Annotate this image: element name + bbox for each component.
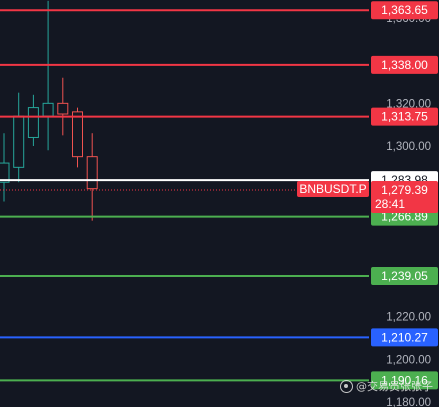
y-tick-label: 1,320.00 xyxy=(386,98,431,110)
level-label: 1,210.27 xyxy=(381,330,428,344)
level-label: 1,338.00 xyxy=(381,58,428,72)
level-label-bg xyxy=(371,107,438,126)
level-label-bg xyxy=(371,371,438,390)
level-label: 1,363.65 xyxy=(381,3,428,17)
current-price-label: 1,279.39 xyxy=(381,183,428,197)
y-tick-label: 1,300.00 xyxy=(386,141,431,153)
level-label: 1,266.89 xyxy=(381,210,428,224)
level-label-bg xyxy=(371,1,438,20)
level-label: 1,313.75 xyxy=(381,110,428,124)
level-label-bg xyxy=(371,328,438,347)
countdown-label: 28:41 xyxy=(375,197,405,211)
candle-body xyxy=(0,162,10,183)
candle-body xyxy=(27,107,39,138)
current-price-label-bg xyxy=(371,180,438,213)
candle-body xyxy=(42,102,54,117)
watermark-text: @交易员张张子 xyxy=(356,380,433,393)
level-label-bg xyxy=(371,55,438,74)
y-tick-label: 1,200.00 xyxy=(386,354,431,366)
level-label-bg xyxy=(371,267,438,286)
candle-body xyxy=(86,156,98,190)
symbol-tag: BNBUSDT.P xyxy=(299,182,366,196)
symbol-tag-bg xyxy=(297,180,369,197)
candle-body xyxy=(72,111,83,158)
candle-body xyxy=(57,102,69,115)
level-label: 1,190.16 xyxy=(381,373,428,387)
level-label: 1,239.05 xyxy=(381,269,428,283)
y-tick-label: 1,220.00 xyxy=(386,312,431,324)
y-tick-label: 1,180.00 xyxy=(386,397,431,407)
watermark: @交易员张张子 xyxy=(340,378,433,394)
candle-body xyxy=(13,115,25,168)
camera-icon xyxy=(340,379,353,393)
